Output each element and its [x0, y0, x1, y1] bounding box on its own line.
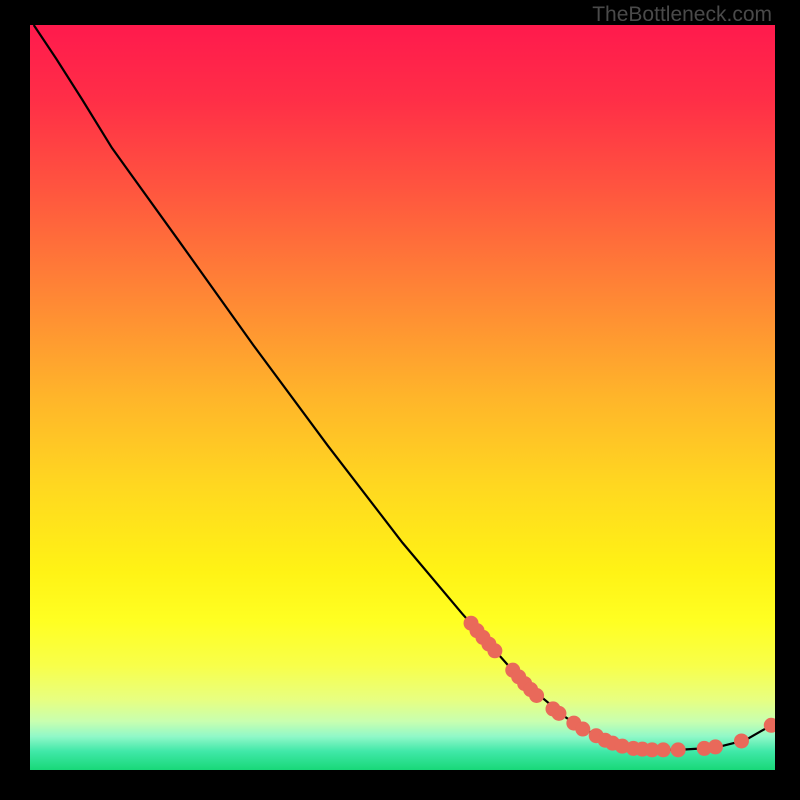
data-marker: [708, 739, 723, 754]
data-marker: [551, 706, 566, 721]
chart-line: [34, 25, 772, 750]
watermark-text: TheBottleneck.com: [592, 3, 772, 27]
data-marker: [656, 742, 671, 757]
chart-overlay: [30, 25, 775, 770]
data-marker: [575, 722, 590, 737]
data-marker: [734, 733, 749, 748]
chart-plot-area: [30, 25, 775, 770]
chart-markers: [464, 616, 775, 758]
data-marker: [487, 643, 502, 658]
data-marker: [764, 718, 775, 733]
data-marker: [529, 688, 544, 703]
data-marker: [671, 742, 686, 757]
